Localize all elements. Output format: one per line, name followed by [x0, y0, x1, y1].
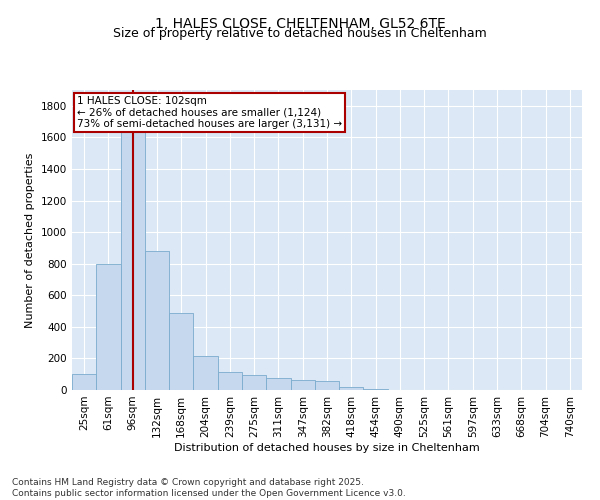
- Text: 1, HALES CLOSE, CHELTENHAM, GL52 6TE: 1, HALES CLOSE, CHELTENHAM, GL52 6TE: [155, 18, 445, 32]
- Bar: [169, 312, 193, 390]
- Bar: [315, 380, 339, 390]
- Bar: [96, 264, 121, 390]
- Bar: [121, 124, 145, 390]
- Text: Contains HM Land Registry data © Crown copyright and database right 2025.
Contai: Contains HM Land Registry data © Crown c…: [12, 478, 406, 498]
- Bar: [193, 356, 218, 390]
- Bar: [266, 378, 290, 390]
- Bar: [218, 372, 242, 390]
- Text: 1 HALES CLOSE: 102sqm
← 26% of detached houses are smaller (1,124)
73% of semi-d: 1 HALES CLOSE: 102sqm ← 26% of detached …: [77, 96, 342, 129]
- Bar: [242, 375, 266, 390]
- Bar: [145, 251, 169, 390]
- Y-axis label: Number of detached properties: Number of detached properties: [25, 152, 35, 328]
- X-axis label: Distribution of detached houses by size in Cheltenham: Distribution of detached houses by size …: [174, 442, 480, 452]
- Bar: [290, 380, 315, 390]
- Bar: [364, 388, 388, 390]
- Bar: [339, 387, 364, 390]
- Bar: [72, 374, 96, 390]
- Text: Size of property relative to detached houses in Cheltenham: Size of property relative to detached ho…: [113, 28, 487, 40]
